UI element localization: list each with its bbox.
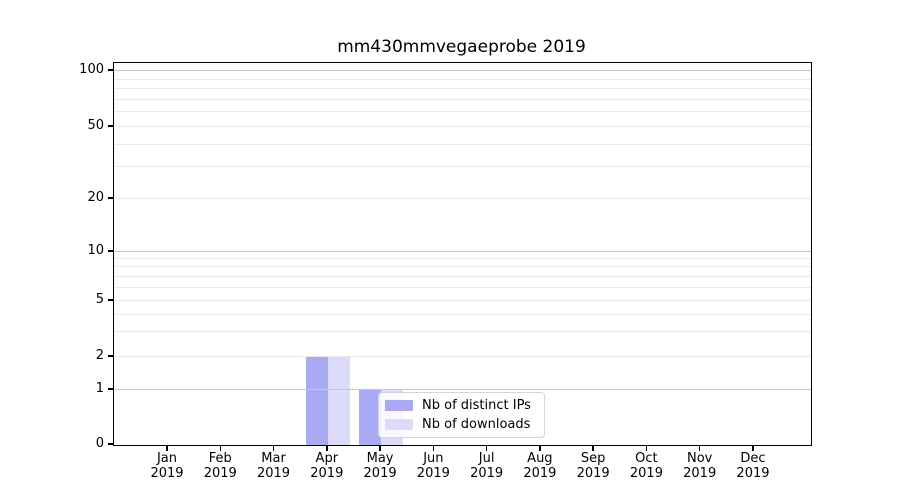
x-tick-month: Sep xyxy=(580,451,606,466)
y-tick-label-1: 1 xyxy=(95,380,104,396)
x-tick-label-may: May 2019 xyxy=(350,451,410,481)
x-tick-month: Jul xyxy=(478,451,495,466)
x-tick-jul xyxy=(485,445,488,451)
x-tick-label-aug: Aug 2019 xyxy=(510,451,570,481)
x-tick-oct xyxy=(645,445,648,451)
bar-apr-downloads xyxy=(327,357,350,445)
gridline-y-50 xyxy=(114,126,811,127)
x-tick-sep xyxy=(592,445,594,451)
gridline-y-80 xyxy=(114,88,811,90)
x-tick-year: 2019 xyxy=(736,465,770,481)
x-tick-label-oct: Oct 2019 xyxy=(616,451,676,481)
legend-entry-distinct-ips: Nb of distinct IPs xyxy=(385,398,544,413)
y-tick-50 xyxy=(108,125,113,127)
gridline-y-90 xyxy=(114,78,811,80)
x-tick-month: Mar xyxy=(261,451,286,466)
x-tick-may xyxy=(379,445,381,451)
x-tick-label-nov: Nov 2019 xyxy=(670,451,730,481)
x-tick-label-mar: Mar 2019 xyxy=(244,451,304,481)
x-tick-aug xyxy=(539,445,541,451)
legend-label-distinct-ips: Nb of distinct IPs xyxy=(422,398,531,413)
bar-apr-distinct-ips xyxy=(305,357,328,445)
x-tick-label-jun: Jun 2019 xyxy=(403,451,463,481)
gridline-y-1 xyxy=(114,389,811,390)
gridline-y-2 xyxy=(114,356,811,357)
gridline-y-6 xyxy=(114,287,811,288)
x-tick-jan xyxy=(166,445,168,451)
gridline-y-4 xyxy=(114,314,811,316)
gridline-y-9 xyxy=(114,258,811,260)
y-tick-label-20: 20 xyxy=(87,189,104,205)
gridline-y-100 xyxy=(114,69,811,71)
x-tick-month: Apr xyxy=(315,451,339,466)
x-tick-apr xyxy=(326,445,328,451)
gridline-y-10 xyxy=(114,251,811,253)
x-tick-label-sep: Sep 2019 xyxy=(563,451,623,481)
y-tick-label-10: 10 xyxy=(87,243,104,258)
legend: Nb of distinct IPs Nb of downloads xyxy=(378,392,545,438)
x-tick-month: Feb xyxy=(208,451,232,466)
y-tick-label-50: 50 xyxy=(87,117,104,133)
gridline-y-30 xyxy=(114,166,811,168)
x-tick-month: May xyxy=(366,451,394,466)
x-tick-year: 2019 xyxy=(150,465,184,481)
y-tick-10 xyxy=(108,250,113,252)
gridline-y-5 xyxy=(114,300,811,301)
x-tick-year: 2019 xyxy=(416,465,450,481)
legend-entry-downloads: Nb of downloads xyxy=(385,417,544,432)
gridline-y-20 xyxy=(114,198,811,199)
gridline-y-60 xyxy=(114,111,811,113)
x-tick-nov xyxy=(698,445,701,451)
x-tick-month: Oct xyxy=(635,451,658,466)
y-tick-label-100: 100 xyxy=(79,61,104,77)
gridline-y-8 xyxy=(114,266,811,267)
x-tick-label-jul: Jul 2019 xyxy=(457,451,517,481)
gridline-y-40 xyxy=(114,143,811,145)
x-tick-label-apr: Apr 2019 xyxy=(297,451,357,481)
y-tick-0 xyxy=(108,443,113,445)
gridline-y-70 xyxy=(114,99,811,101)
x-tick-month: Dec xyxy=(740,451,766,466)
y-tick-1 xyxy=(108,388,113,390)
legend-label-downloads: Nb of downloads xyxy=(422,417,531,432)
chart-title: mm430mmvegaeprobe 2019 xyxy=(337,37,586,57)
x-tick-year: 2019 xyxy=(576,465,610,481)
y-tick-label-2: 2 xyxy=(95,347,104,363)
x-tick-year: 2019 xyxy=(203,465,237,481)
y-tick-2 xyxy=(108,355,113,357)
plot-area xyxy=(113,62,812,446)
y-tick-label-0: 0 xyxy=(95,436,104,451)
x-tick-mar xyxy=(272,445,275,451)
x-tick-month: Jan xyxy=(156,451,178,466)
x-tick-year: 2019 xyxy=(629,465,663,481)
x-tick-year: 2019 xyxy=(470,465,504,481)
x-tick-year: 2019 xyxy=(256,465,291,481)
y-tick-100 xyxy=(108,69,113,71)
x-tick-label-dec: Dec 2019 xyxy=(723,451,783,481)
x-tick-label-feb: Feb 2019 xyxy=(190,451,250,481)
gridline-y-7 xyxy=(114,276,811,277)
x-tick-year: 2019 xyxy=(683,465,717,481)
gridline-y-3 xyxy=(114,331,811,333)
x-tick-label-jan: Jan 2019 xyxy=(137,451,197,481)
y-tick-label-5: 5 xyxy=(95,291,104,307)
y-tick-5 xyxy=(108,299,113,301)
x-tick-year: 2019 xyxy=(523,465,557,481)
x-tick-feb xyxy=(219,445,222,451)
x-tick-month: Nov xyxy=(687,451,713,466)
bar-may-distinct-ips xyxy=(359,390,382,445)
x-tick-year: 2019 xyxy=(363,465,397,481)
y-tick-20 xyxy=(108,197,113,199)
x-tick-month: Jun xyxy=(423,451,444,466)
x-tick-jun xyxy=(432,445,435,451)
legend-swatch-distinct-ips xyxy=(385,400,413,411)
x-tick-year: 2019 xyxy=(310,465,344,481)
legend-swatch-downloads xyxy=(385,419,413,430)
x-tick-dec xyxy=(752,445,754,451)
x-tick-month: Aug xyxy=(527,451,553,466)
